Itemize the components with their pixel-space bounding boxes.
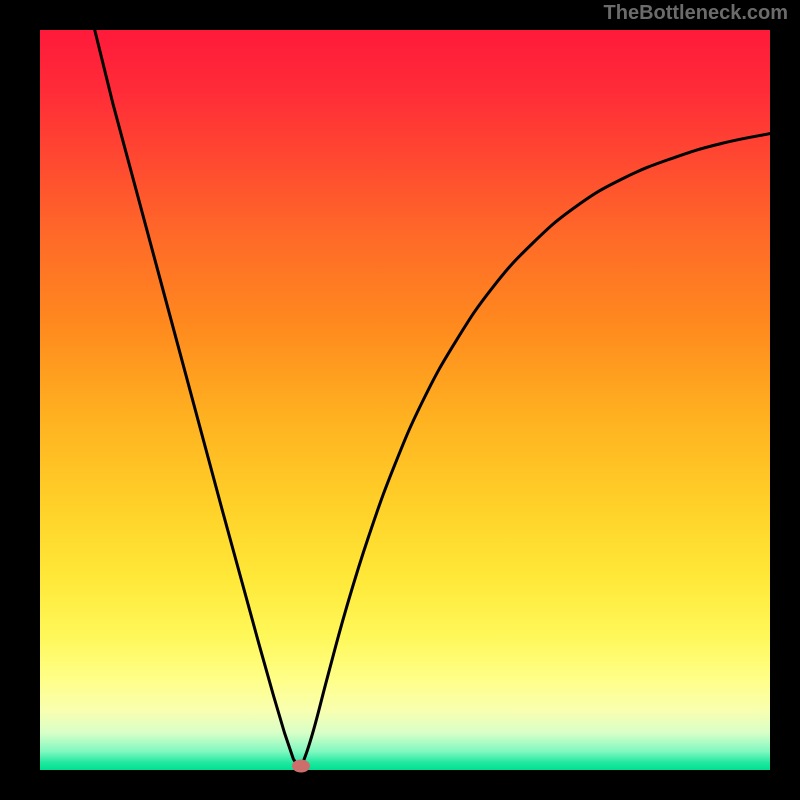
bottleneck-curve	[40, 30, 770, 770]
chart-container: TheBottleneck.com	[0, 0, 800, 800]
watermark-text: TheBottleneck.com	[604, 2, 788, 25]
optimal-point-marker	[292, 760, 310, 773]
plot-area	[40, 30, 770, 770]
